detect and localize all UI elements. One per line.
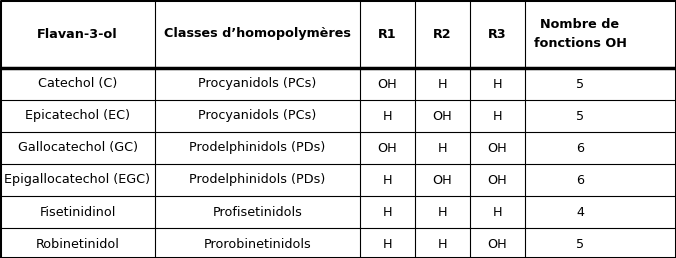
Text: H: H [383,109,392,123]
Text: OH: OH [433,173,452,187]
Text: H: H [383,238,392,251]
Text: OH: OH [487,238,508,251]
Text: Classes d’homopolymères: Classes d’homopolymères [164,28,351,41]
Text: H: H [437,206,448,219]
Text: OH: OH [487,173,508,187]
Text: Procyanidols (PCs): Procyanidols (PCs) [198,109,316,123]
Text: Epicatechol (EC): Epicatechol (EC) [25,109,130,123]
Text: H: H [383,173,392,187]
Text: 5: 5 [576,77,584,91]
Text: OH: OH [378,77,397,91]
Text: H: H [493,206,502,219]
Text: Robinetinidol: Robinetinidol [36,238,120,251]
Text: Nombre de
fonctions OH: Nombre de fonctions OH [533,18,627,50]
Text: OH: OH [487,141,508,155]
Text: Gallocatechol (GC): Gallocatechol (GC) [18,141,137,155]
Text: 5: 5 [576,109,584,123]
Text: Procyanidols (PCs): Procyanidols (PCs) [198,77,316,91]
Text: Prorobinetinidols: Prorobinetinidols [203,238,312,251]
Text: R1: R1 [378,28,397,41]
Text: Catechol (C): Catechol (C) [38,77,117,91]
Text: H: H [383,206,392,219]
Text: 6: 6 [576,141,584,155]
Text: 5: 5 [576,238,584,251]
Text: H: H [437,141,448,155]
Text: Prodelphinidols (PDs): Prodelphinidols (PDs) [189,173,326,187]
Text: R2: R2 [433,28,452,41]
Text: 6: 6 [576,173,584,187]
Text: OH: OH [433,109,452,123]
Text: H: H [437,77,448,91]
Text: H: H [493,109,502,123]
Text: Profisetinidols: Profisetinidols [212,206,302,219]
Text: Flavan-3-ol: Flavan-3-ol [37,28,118,41]
Text: Prodelphinidols (PDs): Prodelphinidols (PDs) [189,141,326,155]
Text: Epigallocatechol (EGC): Epigallocatechol (EGC) [5,173,151,187]
Text: 4: 4 [576,206,584,219]
Text: R3: R3 [488,28,507,41]
Text: Fisetinidinol: Fisetinidinol [39,206,116,219]
Text: H: H [437,238,448,251]
Text: H: H [493,77,502,91]
Text: OH: OH [378,141,397,155]
